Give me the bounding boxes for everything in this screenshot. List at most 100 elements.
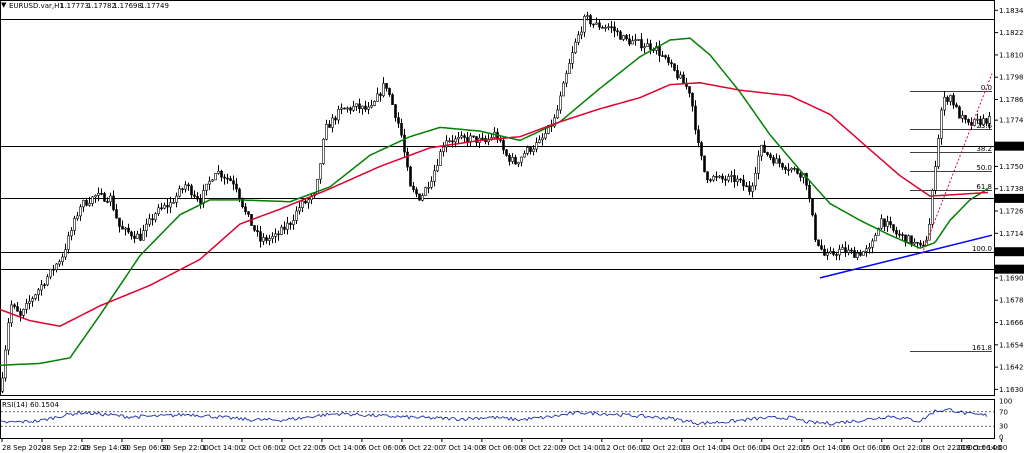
candle bbox=[817, 239, 820, 247]
candle bbox=[661, 50, 664, 57]
candle bbox=[874, 232, 877, 242]
candle bbox=[790, 167, 793, 173]
candle bbox=[103, 191, 106, 202]
candle bbox=[964, 114, 967, 124]
candle bbox=[16, 301, 19, 312]
candle bbox=[535, 137, 538, 153]
candle bbox=[541, 133, 544, 146]
candle bbox=[406, 147, 409, 171]
candle bbox=[91, 195, 94, 207]
candle bbox=[739, 177, 742, 183]
candle bbox=[985, 117, 988, 127]
candle bbox=[70, 227, 73, 241]
candle bbox=[853, 246, 856, 258]
ohlc-open: 1.17773 bbox=[60, 2, 89, 10]
candle bbox=[631, 35, 634, 45]
candle bbox=[106, 197, 109, 204]
time-tick-label: 7 Oct 14:00 bbox=[442, 444, 483, 452]
moving-average-1 bbox=[0, 82, 989, 327]
candle bbox=[760, 144, 763, 161]
candle bbox=[163, 202, 166, 210]
candle bbox=[253, 224, 256, 232]
candle bbox=[25, 298, 28, 314]
candle bbox=[361, 105, 364, 115]
fib-level-label: 38.2 bbox=[976, 145, 992, 153]
fib-level-label: 100.0 bbox=[972, 245, 992, 253]
candle bbox=[958, 105, 961, 119]
candle bbox=[868, 242, 871, 254]
candle bbox=[961, 110, 964, 123]
price-tick-label: 1.16300 bbox=[999, 386, 1024, 394]
candle bbox=[769, 152, 772, 161]
candle bbox=[55, 262, 58, 273]
candle bbox=[565, 70, 568, 88]
candle bbox=[508, 153, 511, 166]
candle bbox=[934, 160, 937, 195]
candle bbox=[814, 212, 817, 242]
candle bbox=[1, 372, 4, 394]
fib-level-label: 23.6 bbox=[976, 122, 992, 130]
candle bbox=[223, 174, 226, 185]
candle bbox=[451, 135, 454, 148]
candle bbox=[367, 101, 370, 115]
candle bbox=[595, 17, 598, 25]
candle bbox=[778, 155, 781, 168]
candle bbox=[775, 153, 778, 164]
candle bbox=[841, 244, 844, 250]
candle bbox=[736, 175, 739, 186]
candle bbox=[895, 226, 898, 238]
candle bbox=[580, 26, 583, 40]
trendline-0[interactable] bbox=[819, 234, 993, 279]
candle bbox=[607, 23, 610, 31]
candle bbox=[742, 174, 745, 191]
candle bbox=[502, 136, 505, 155]
candle bbox=[658, 40, 661, 63]
candle bbox=[445, 135, 448, 153]
candle bbox=[334, 115, 337, 125]
candle bbox=[73, 215, 76, 235]
candle bbox=[160, 202, 163, 211]
price-axis: 1.18340 1.18220 1.18100 1.17980 1.17860 1.177… bbox=[994, 7, 1024, 394]
candle bbox=[847, 244, 850, 256]
candle bbox=[568, 58, 571, 74]
candle bbox=[319, 163, 322, 184]
candle bbox=[415, 187, 418, 198]
candle bbox=[571, 46, 574, 69]
ohlc-high: 1.17782 bbox=[87, 2, 116, 10]
price-tick-label: 1.17380 bbox=[999, 185, 1024, 193]
candle bbox=[172, 198, 175, 204]
candle bbox=[751, 182, 754, 198]
candle bbox=[520, 156, 523, 167]
candle bbox=[196, 192, 199, 202]
time-tick-label: 30 Sep 22:00 bbox=[162, 444, 209, 452]
candle bbox=[118, 217, 121, 233]
candle bbox=[175, 192, 178, 208]
candle bbox=[46, 274, 49, 287]
candle bbox=[937, 134, 940, 169]
candle bbox=[904, 234, 907, 247]
trendlines[interactable] bbox=[819, 73, 993, 279]
candle bbox=[697, 125, 700, 148]
triangle-down-icon[interactable]: ▼ bbox=[1, 1, 7, 9]
candle bbox=[907, 234, 910, 243]
candle bbox=[634, 33, 637, 46]
candle bbox=[178, 185, 181, 198]
fib-level-label: 61.8 bbox=[976, 183, 992, 191]
trendline-1[interactable] bbox=[921, 73, 993, 254]
candle bbox=[454, 135, 457, 148]
candle bbox=[922, 240, 925, 247]
candle bbox=[193, 190, 196, 199]
candle bbox=[400, 118, 403, 138]
price-tick-label: 1.16780 bbox=[999, 297, 1024, 305]
candle bbox=[277, 230, 280, 241]
candle bbox=[712, 174, 715, 182]
candle bbox=[532, 145, 535, 156]
candle bbox=[217, 165, 220, 175]
price-tick-label: 1.17609 bbox=[999, 143, 1024, 151]
candle bbox=[970, 117, 973, 130]
candle bbox=[124, 226, 127, 236]
time-tick-label: 6 Oct 06:00 bbox=[362, 444, 403, 452]
